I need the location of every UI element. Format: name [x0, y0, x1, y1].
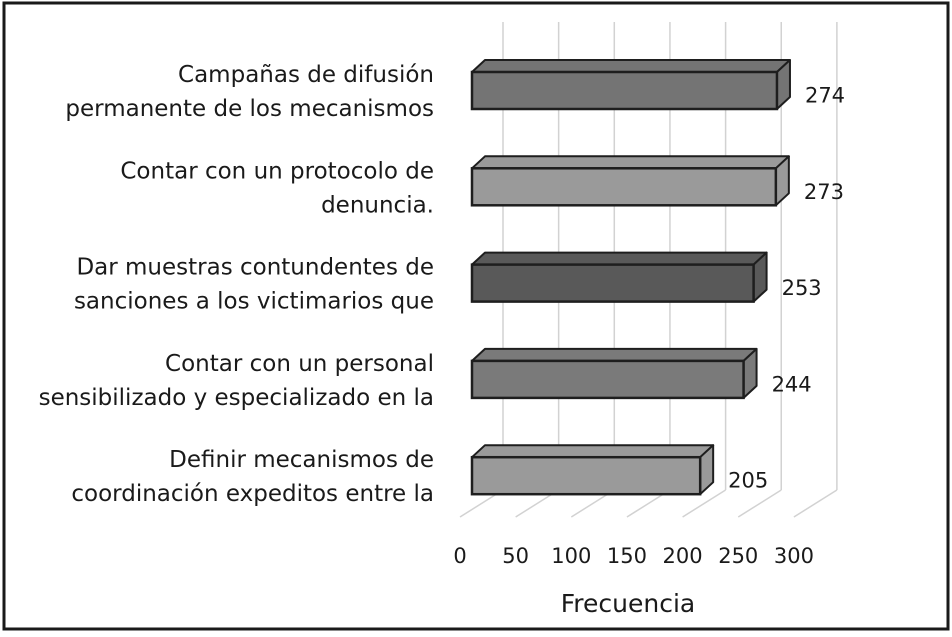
bar-front-face — [470, 263, 755, 303]
gridline-floor — [682, 489, 726, 518]
x-tick-label: 250 — [718, 544, 758, 568]
value-label: 273 — [804, 180, 844, 204]
bar — [470, 347, 758, 400]
value-label: 244 — [772, 372, 812, 396]
bar — [470, 155, 790, 207]
value-label: 274 — [805, 84, 845, 108]
bar-top-face — [471, 444, 715, 459]
bar-top-face — [471, 347, 758, 362]
x-tick-label: 100 — [551, 544, 591, 568]
category-label: Dar muestras contundentes de — [76, 255, 434, 281]
x-tick-label: 0 — [453, 544, 466, 568]
category-labels: Campañas de difusión permanente de los me… — [39, 62, 434, 507]
category-label: Campañas de difusión — [178, 62, 434, 88]
category-label: denuncia. — [321, 192, 434, 218]
x-axis-ticks: 0 50 100 150 200 250 300 — [453, 544, 814, 568]
x-axis-title: Frecuencia — [561, 589, 696, 618]
category-label: sensibilizado y especializado en la — [39, 385, 434, 411]
bar — [470, 59, 791, 111]
category-label: coordinación expeditos entre la — [71, 481, 434, 507]
value-labels: 274 273 253 244 205 — [728, 84, 845, 493]
bar-front-face — [470, 359, 745, 400]
category-label: permanente de los mecanismos — [65, 96, 434, 122]
category-label: Definir mecanismos de — [169, 447, 434, 473]
bar-front-face — [470, 167, 778, 207]
value-label: 205 — [728, 469, 768, 493]
x-tick-label: 300 — [774, 544, 814, 568]
x-tick-label: 150 — [607, 544, 647, 568]
bar-top-face — [471, 59, 791, 73]
x-tick-label: 200 — [663, 544, 703, 568]
bar-top-face — [471, 251, 768, 266]
bars — [470, 59, 791, 496]
bar-front-face — [470, 455, 702, 496]
bar — [470, 251, 768, 303]
category-label: Contar con un personal — [165, 351, 434, 377]
gridline-floor — [793, 489, 838, 518]
gridline-floor — [737, 489, 782, 518]
bar-top-face — [471, 155, 790, 170]
bar — [470, 444, 715, 496]
x-tick-label: 50 — [502, 544, 529, 568]
bar-front-face — [470, 70, 779, 111]
category-label: Contar con un protocolo de — [120, 158, 434, 184]
value-label: 253 — [782, 276, 822, 300]
category-label: sanciones a los victimarios que — [74, 289, 434, 315]
